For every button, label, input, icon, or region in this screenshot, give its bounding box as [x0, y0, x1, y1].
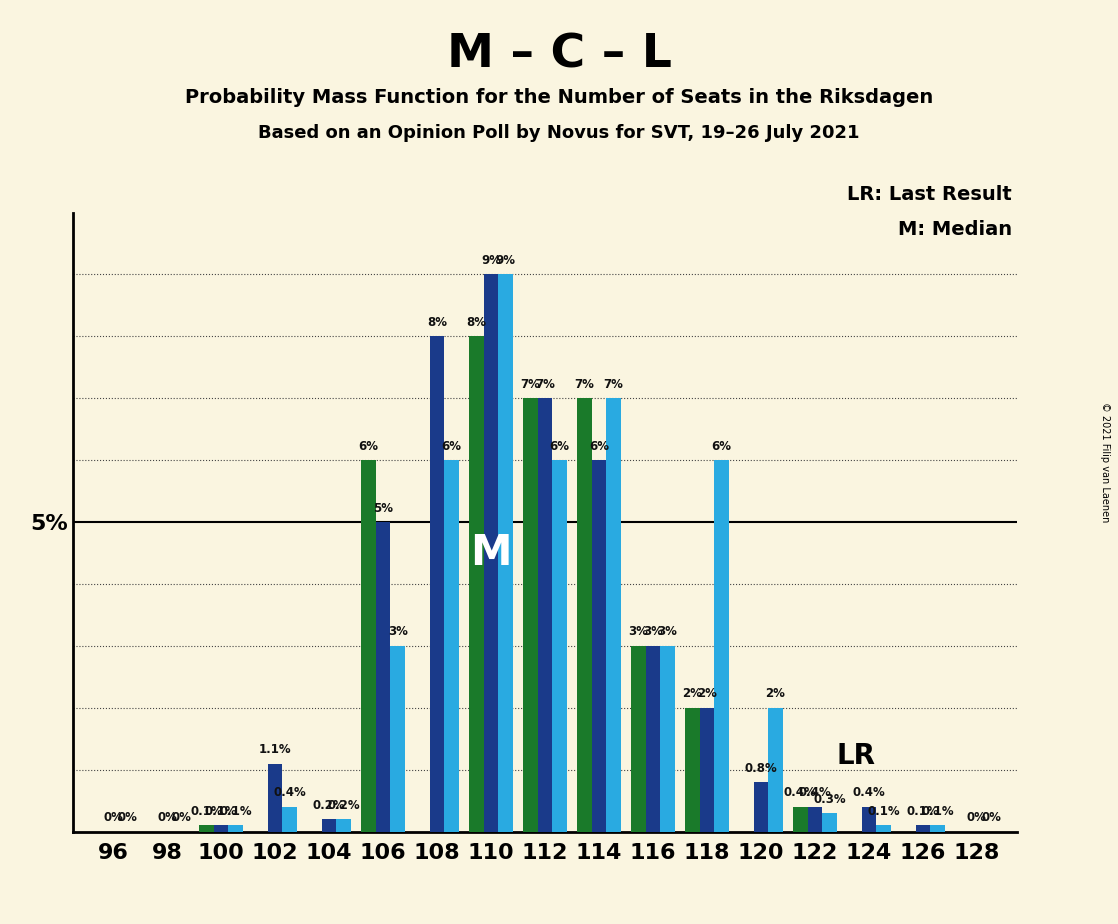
Bar — [429, 336, 444, 832]
Text: M – C – L: M – C – L — [446, 32, 672, 78]
Text: 3%: 3% — [643, 626, 663, 638]
Text: Probability Mass Function for the Number of Seats in the Riksdagen: Probability Mass Function for the Number… — [184, 88, 934, 107]
Bar — [646, 646, 661, 832]
Text: LR: Last Result: LR: Last Result — [847, 185, 1012, 204]
Bar — [877, 825, 891, 832]
Bar — [376, 522, 390, 832]
Bar — [916, 825, 930, 832]
Text: 0.2%: 0.2% — [328, 798, 360, 812]
Text: 0.4%: 0.4% — [784, 786, 817, 799]
Bar — [552, 460, 567, 832]
Bar — [754, 782, 768, 832]
Bar — [268, 763, 283, 832]
Bar — [930, 825, 945, 832]
Text: 0.1%: 0.1% — [921, 805, 954, 818]
Bar — [390, 646, 405, 832]
Text: 7%: 7% — [575, 378, 595, 391]
Text: 0.4%: 0.4% — [798, 786, 832, 799]
Bar — [632, 646, 646, 832]
Bar — [606, 398, 620, 832]
Text: 0.1%: 0.1% — [868, 805, 900, 818]
Text: M: Median: M: Median — [898, 220, 1012, 239]
Text: 0.3%: 0.3% — [813, 793, 846, 806]
Bar — [700, 708, 714, 832]
Bar — [538, 398, 552, 832]
Text: 0.1%: 0.1% — [219, 805, 252, 818]
Text: 7%: 7% — [536, 378, 555, 391]
Bar — [214, 825, 228, 832]
Text: LR: LR — [836, 742, 875, 770]
Text: 0%: 0% — [103, 811, 123, 824]
Text: 8%: 8% — [427, 316, 447, 329]
Bar — [444, 460, 458, 832]
Text: 6%: 6% — [711, 440, 731, 453]
Text: M: M — [471, 532, 512, 574]
Text: 2%: 2% — [682, 687, 702, 700]
Text: 9%: 9% — [495, 254, 515, 267]
Text: 0.1%: 0.1% — [907, 805, 939, 818]
Bar — [577, 398, 591, 832]
Bar — [661, 646, 675, 832]
Text: 5%: 5% — [373, 502, 394, 515]
Text: 7%: 7% — [604, 378, 624, 391]
Text: 3%: 3% — [628, 626, 648, 638]
Bar — [714, 460, 729, 832]
Text: 0.2%: 0.2% — [313, 798, 345, 812]
Bar — [484, 274, 499, 832]
Text: 7%: 7% — [521, 378, 540, 391]
Bar — [862, 807, 877, 832]
Text: 0.1%: 0.1% — [205, 805, 237, 818]
Bar — [283, 807, 297, 832]
Bar — [499, 274, 513, 832]
Text: 3%: 3% — [388, 626, 408, 638]
Bar — [591, 460, 606, 832]
Text: 9%: 9% — [481, 254, 501, 267]
Text: 0.4%: 0.4% — [853, 786, 885, 799]
Text: 0.4%: 0.4% — [273, 786, 306, 799]
Text: 3%: 3% — [657, 626, 678, 638]
Bar — [337, 820, 351, 832]
Bar — [793, 807, 807, 832]
Bar — [322, 820, 337, 832]
Bar — [199, 825, 214, 832]
Text: 6%: 6% — [550, 440, 569, 453]
Text: 0%: 0% — [967, 811, 987, 824]
Text: 0%: 0% — [982, 811, 1002, 824]
Bar — [523, 398, 538, 832]
Bar — [361, 460, 376, 832]
Bar — [685, 708, 700, 832]
Text: 0%: 0% — [158, 811, 177, 824]
Text: 1.1%: 1.1% — [258, 743, 292, 756]
Text: Based on an Opinion Poll by Novus for SVT, 19–26 July 2021: Based on an Opinion Poll by Novus for SV… — [258, 124, 860, 141]
Text: 0%: 0% — [172, 811, 191, 824]
Bar — [822, 813, 836, 832]
Text: 6%: 6% — [442, 440, 462, 453]
Text: 6%: 6% — [359, 440, 379, 453]
Bar — [807, 807, 822, 832]
Text: 0.8%: 0.8% — [745, 761, 777, 774]
Text: 8%: 8% — [466, 316, 486, 329]
Bar — [470, 336, 484, 832]
Text: 2%: 2% — [697, 687, 717, 700]
Text: 0%: 0% — [117, 811, 138, 824]
Text: © 2021 Filip van Laenen: © 2021 Filip van Laenen — [1100, 402, 1109, 522]
Bar — [228, 825, 243, 832]
Text: 2%: 2% — [766, 687, 786, 700]
Bar — [768, 708, 783, 832]
Text: 6%: 6% — [589, 440, 609, 453]
Text: 0.1%: 0.1% — [190, 805, 222, 818]
